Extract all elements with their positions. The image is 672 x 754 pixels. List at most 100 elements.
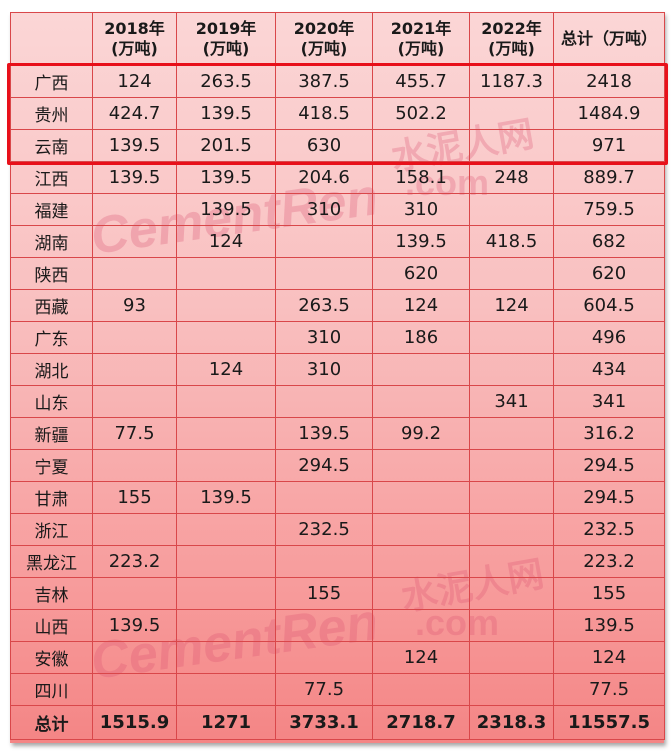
table-cell: 294.5 [553,481,665,514]
table-cell: 223.2 [92,545,177,578]
table-cell: 124 [372,289,470,322]
column-header: 2018年 (万吨) [92,12,177,66]
table-cell: 502.2 [372,97,470,130]
table-row: 贵州 424.7 139.5 418.5 502.2 1484.9 [10,97,665,130]
table-cell [372,449,470,482]
column-header-label: 2018年 (万吨) [104,19,165,58]
table-cell: 310 [275,321,373,354]
table-row: 吉林 155 155 [10,577,665,610]
table-cell: 263.5 [176,65,276,98]
table-row: 江西 139.5 139.5 204.6 158.1 248 889.7 [10,161,665,194]
table-row: 广东 310 186 496 [10,321,665,354]
table-cell: 155 [92,481,177,514]
table-cell: 93 [92,289,177,322]
table-cell: 77.5 [275,673,373,706]
table-cell [469,545,554,578]
table-cell: 418.5 [275,97,373,130]
table-row: 湖南 124 139.5 418.5 682 [10,225,665,258]
row-label: 江西 [10,161,93,194]
column-header-label: 2022年 (万吨) [481,19,542,58]
table-cell: 620 [553,257,665,290]
table-cell [176,641,276,674]
row-label: 四川 [10,673,93,706]
table-cell [92,353,177,386]
table-cell: 223.2 [553,545,665,578]
table-cell: 139.5 [176,193,276,226]
table-row: 新疆 77.5 139.5 99.2 316.2 [10,417,665,450]
table-cell [176,673,276,706]
table-cell [176,513,276,546]
table-row: 甘肃 155 139.5 294.5 [10,481,665,514]
header-row: 2018年 (万吨) 2019年 (万吨) 2020年 (万吨) 2021年 (万吨)… [10,12,665,66]
table-cell: 139.5 [176,161,276,194]
table-cell [372,609,470,642]
row-label: 湖南 [10,225,93,258]
row-label: 山东 [10,385,93,418]
table-cell: 139.5 [92,161,177,194]
row-label: 广西 [10,65,93,98]
row-label: 广东 [10,321,93,354]
data-table: 2018年 (万吨) 2019年 (万吨) 2020年 (万吨) 2021年 (万吨)… [10,12,665,740]
table-cell [176,289,276,322]
table-cell: 1515.9 [92,705,177,740]
table-row: 云南 139.5 201.5 630 971 [10,129,665,162]
table-cell: 3733.1 [275,705,373,740]
table-cell [469,449,554,482]
table-cell [372,577,470,610]
row-label: 吉林 [10,577,93,610]
table-cell [92,673,177,706]
row-label: 甘肃 [10,481,93,514]
table-row: 山东 341 341 [10,385,665,418]
table-cell [176,449,276,482]
table-cell: 1484.9 [553,97,665,130]
table-cell: 124 [176,225,276,258]
table-cell: 2318.3 [469,705,554,740]
table-cell: 155 [553,577,665,610]
table-cell [92,385,177,418]
table-cell: 139.5 [372,225,470,258]
table-cell [372,673,470,706]
table-cell: 139.5 [553,609,665,642]
row-label: 贵州 [10,97,93,130]
table-cell: 341 [553,385,665,418]
column-header-label: 总计（万吨） [560,29,657,48]
table-row: 福建 139.5 310 310 759.5 [10,193,665,226]
table-cell [176,385,276,418]
table-cell: 204.6 [275,161,373,194]
table-cell: 139.5 [176,97,276,130]
row-label: 浙江 [10,513,93,546]
column-header [10,12,93,66]
table-row: 湖北 124 310 434 [10,353,665,386]
row-label: 总计 [10,705,93,740]
table-cell: 124 [176,353,276,386]
table-cell: 201.5 [176,129,276,162]
table-cell: 139.5 [92,129,177,162]
table-cell [92,225,177,258]
table-cell: 232.5 [553,513,665,546]
table-cell [92,257,177,290]
table-cell [275,545,373,578]
table-cell: 316.2 [553,417,665,450]
table-row: 山西 139.5 139.5 [10,609,665,642]
table-cell [92,321,177,354]
row-label: 安徽 [10,641,93,674]
table-cell [92,641,177,674]
table-cell: 434 [553,353,665,386]
table-cell [275,609,373,642]
table-cell [469,577,554,610]
table-cell [469,257,554,290]
table-cell: 310 [372,193,470,226]
table-cell [275,225,373,258]
table-cell: 455.7 [372,65,470,98]
table-cell [372,545,470,578]
table-row: 浙江 232.5 232.5 [10,513,665,546]
table-cell [469,513,554,546]
table-cell: 248 [469,161,554,194]
table-cell [176,321,276,354]
table-cell: 139.5 [275,417,373,450]
table-cell: 77.5 [92,417,177,450]
table-cell [469,97,554,130]
column-header-label: 2019年 (万吨) [195,19,257,58]
table-cell [372,513,470,546]
table-cell [469,193,554,226]
